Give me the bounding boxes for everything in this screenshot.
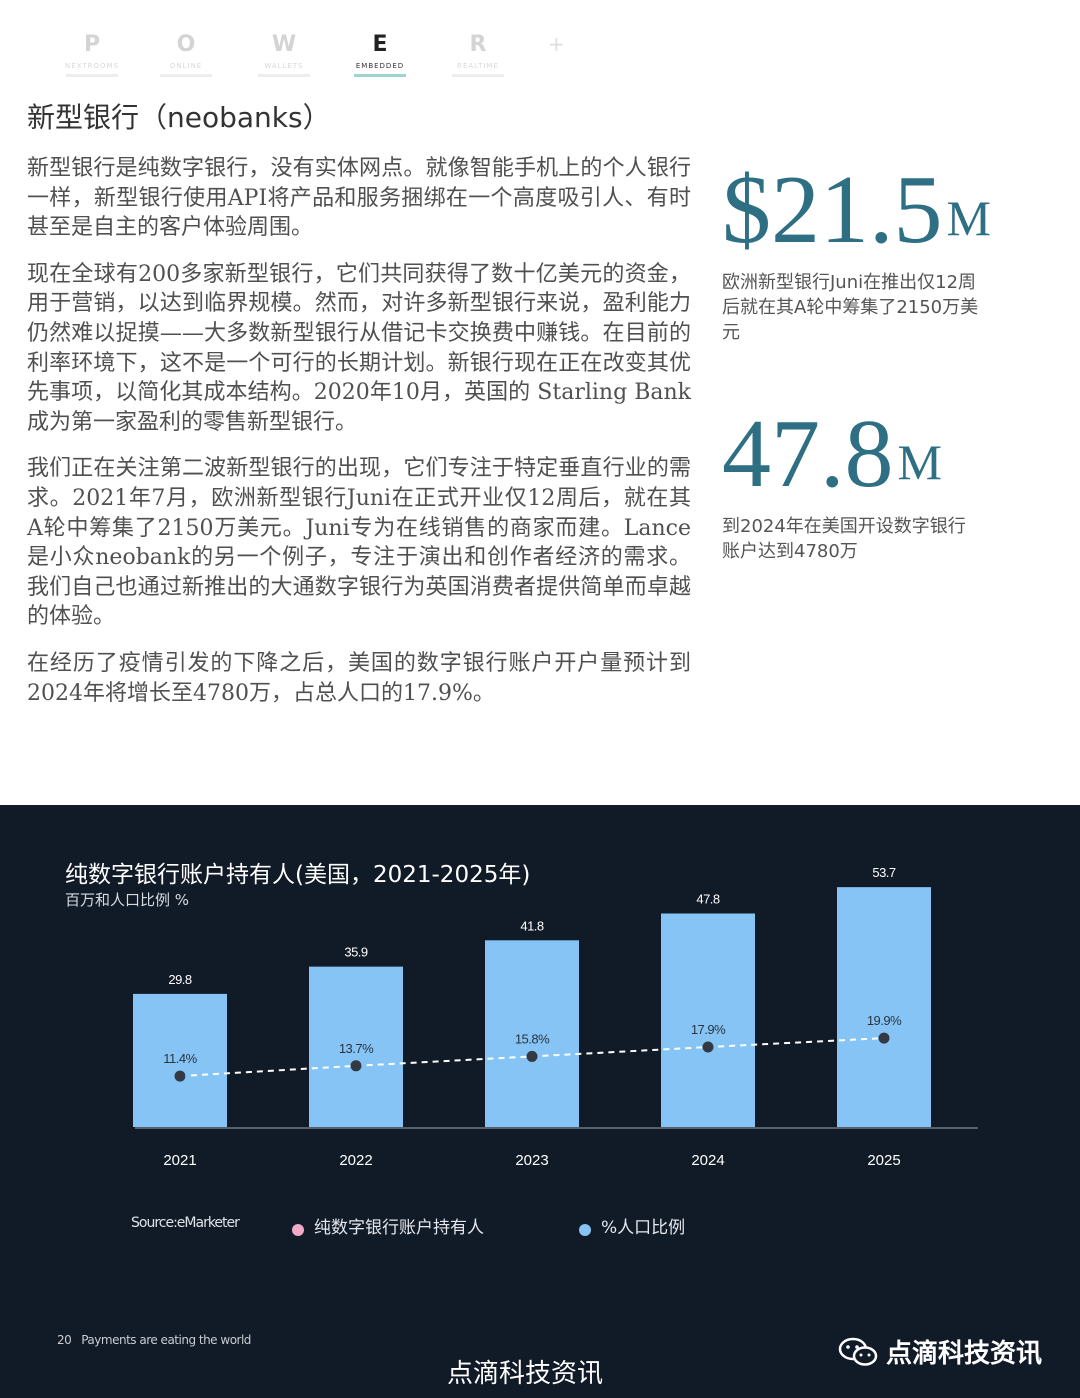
population-share-point	[702, 1041, 714, 1053]
brand-badge: 点滴科技资讯	[838, 1333, 1042, 1370]
legend-dot-icon	[579, 1224, 591, 1236]
page-number: 20	[57, 1333, 72, 1347]
paragraph: 我们正在关注第二波新型银行的出现，它们专注于特定垂直行业的需求。2021年7月，…	[27, 456, 691, 630]
nav-item-r[interactable]: R REALTIME	[446, 30, 510, 77]
nav-letter: O	[176, 32, 196, 57]
chart-title: 纯数字银行账户持有人(美国，2021-2025年)	[65, 862, 531, 888]
nav-letter: W	[271, 32, 297, 57]
nav-sublabel: NEXTROOMS	[65, 62, 119, 70]
top-nav: P NEXTROOMS O ONLINE W WALLETS E EMBEDDE…	[60, 30, 600, 84]
nav-item-e[interactable]: E EMBEDDED	[348, 30, 412, 77]
population-share-point	[878, 1032, 890, 1044]
x-tick-label: 2022	[339, 1152, 372, 1169]
bar-value-label: 35.9	[344, 945, 368, 960]
paragraph: 现在全球有200多家新型银行，它们共同获得了数十亿美元的资金，用于营销，以达到临…	[27, 261, 691, 435]
bar-2021	[133, 993, 227, 1127]
population-share-label: 19.9%	[867, 1013, 902, 1028]
brand-name: 点滴科技资讯	[886, 1339, 1043, 1369]
plus-icon[interactable]: +	[548, 32, 565, 56]
nav-item-p[interactable]: P NEXTROOMS	[60, 30, 124, 77]
x-tick-label: 2025	[867, 1152, 900, 1169]
paragraph: 在经历了疫情引发的下降之后，美国的数字银行账户开户量预计到2024年将增长至47…	[27, 650, 691, 706]
stat-description: 到2024年在美国开设数字银行账户达到4780万	[722, 516, 966, 562]
stat-number: 47.8M	[722, 404, 1022, 504]
bar-value-label: 47.8	[696, 891, 720, 906]
population-share-point	[350, 1060, 362, 1072]
bar-2025	[837, 887, 931, 1127]
nav-underline	[258, 74, 310, 77]
body-text: 新型银行是纯数字银行，没有实体网点。就像智能手机上的个人银行一样，新型银行使用A…	[27, 154, 691, 725]
x-tick-label: 2024	[691, 1152, 724, 1169]
nav-letter: E	[372, 32, 388, 57]
nav-sublabel: REALTIME	[457, 62, 499, 70]
nav-item-o[interactable]: O ONLINE	[154, 30, 218, 77]
nav-underline	[66, 74, 118, 77]
bar-2024	[661, 913, 755, 1127]
legend-dot-icon	[292, 1224, 304, 1236]
population-share-point	[174, 1070, 186, 1082]
population-share-label: 13.7%	[339, 1041, 374, 1056]
watermark-caption: 点滴科技资讯	[446, 1359, 603, 1389]
stat-unit: M	[897, 434, 942, 490]
legend-item-holders: 纯数字银行账户持有人	[292, 1213, 484, 1238]
nav-sublabel: EMBEDDED	[355, 62, 405, 70]
bar-value-label: 41.8	[520, 918, 544, 933]
section-title: 新型银行（neobanks）	[27, 101, 331, 134]
bar-value-label: 29.8	[168, 972, 192, 987]
bar-chart: 29.8 2021 35.9 2022 41.8 2023 47.8 2024 53.7 2025…	[133, 865, 978, 1169]
legend-label: 纯数字银行账户持有人	[314, 1218, 484, 1238]
population-share-label: 17.9%	[691, 1022, 726, 1037]
nav-sublabel: ONLINE	[169, 62, 203, 70]
stat-juni-funding: $21.5M 欧洲新型银行Juni在推出仅12周后就在其A轮中筹集了2150万美…	[722, 160, 1022, 345]
x-tick-label: 2021	[163, 1152, 196, 1169]
nav-letter: R	[469, 32, 487, 57]
legend-item-population: %人口比例	[579, 1213, 685, 1238]
nav-underline	[354, 74, 406, 77]
footer-tagline: Payments are eating the world	[81, 1333, 251, 1347]
bar-2023	[485, 940, 579, 1127]
nav-item-w[interactable]: W WALLETS	[252, 30, 316, 77]
nav-sublabel: WALLETS	[264, 62, 304, 70]
stat-value: $21.5	[722, 156, 943, 264]
stat-number: $21.5M	[722, 160, 1022, 260]
nav-underline	[160, 74, 212, 77]
population-share-label: 15.8%	[515, 1031, 550, 1046]
stat-unit: M	[946, 190, 991, 246]
x-tick-label: 2023	[515, 1152, 548, 1169]
bar-value-label: 53.7	[872, 865, 896, 880]
legend-label: %人口比例	[601, 1218, 686, 1238]
nav-underline	[452, 74, 504, 77]
population-share-label: 11.4%	[163, 1051, 197, 1066]
nav-letter: P	[83, 32, 101, 57]
stat-description: 欧洲新型银行Juni在推出仅12周后就在其A轮中筹集了2150万美元	[722, 272, 979, 343]
stat-value: 47.8	[722, 400, 894, 508]
page-footer: 20 Payments are eating the world	[57, 1333, 251, 1347]
paragraph: 新型银行是纯数字银行，没有实体网点。就像智能手机上的个人银行一样，新型银行使用A…	[27, 156, 691, 241]
wechat-icon	[838, 1337, 878, 1366]
chart-section: 29.8 2021 35.9 2022 41.8 2023 47.8 2024 53.7 2025…	[0, 805, 1080, 1398]
bar-2022	[309, 966, 403, 1127]
stat-us-accounts: 47.8M 到2024年在美国开设数字银行账户达到4780万	[722, 404, 1022, 564]
population-share-point	[526, 1050, 538, 1062]
chart-subtitle: 百万和人口比例 %	[65, 891, 190, 909]
chart-source: Source:eMarketer	[131, 1215, 240, 1231]
